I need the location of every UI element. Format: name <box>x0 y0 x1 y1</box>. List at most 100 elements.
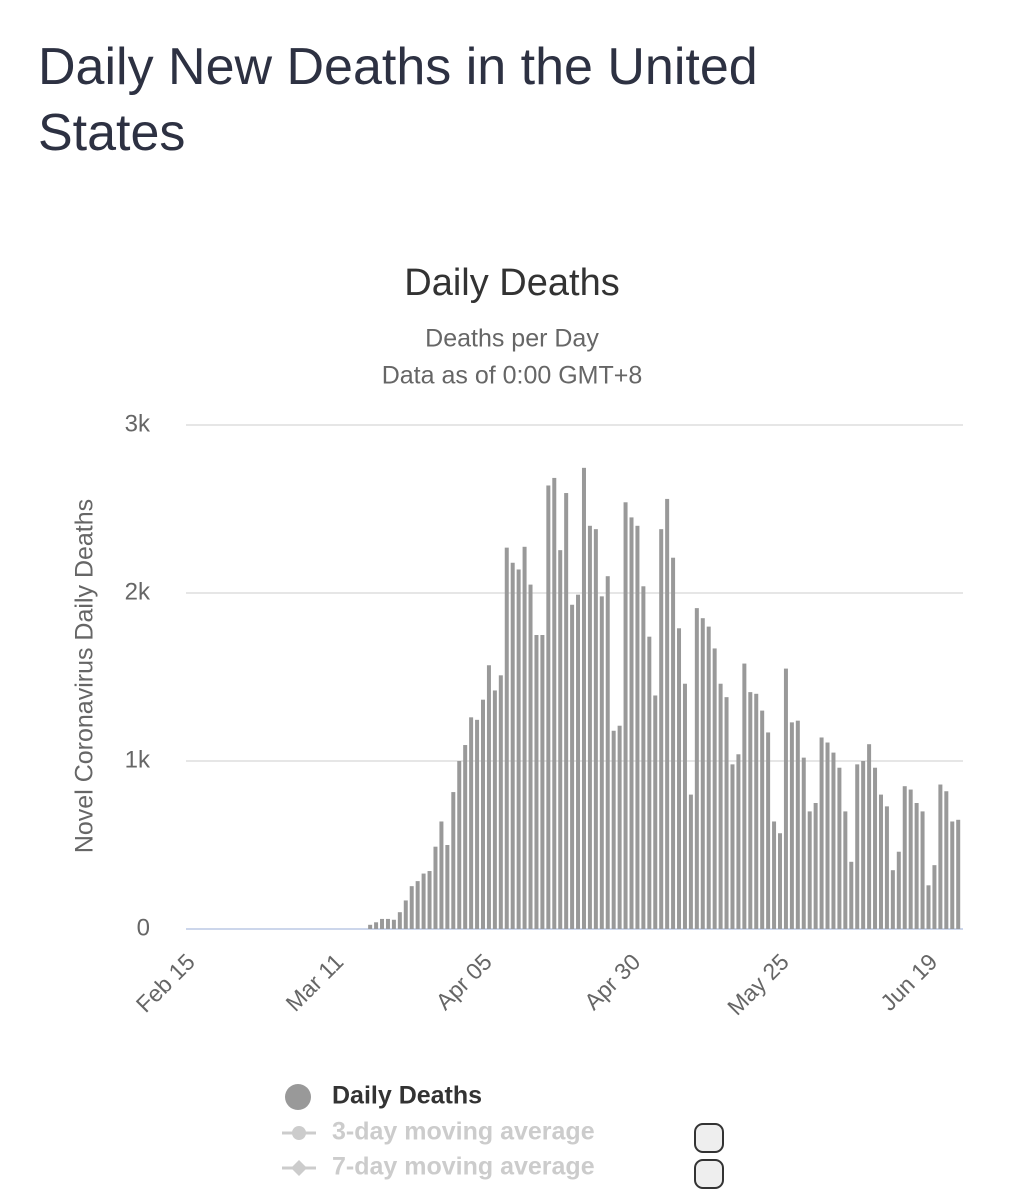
bar <box>825 742 830 929</box>
bar <box>439 821 444 929</box>
bar <box>932 865 937 929</box>
chart-title: Daily Deaths <box>404 262 619 304</box>
chart-subtitle: Deaths per Day <box>425 325 599 353</box>
y-tick-label: 2k <box>125 578 151 605</box>
bar <box>659 529 664 929</box>
bar <box>950 821 955 929</box>
y-tick-label: 3k <box>125 410 151 437</box>
bar <box>623 502 628 929</box>
x-tick: May 25 <box>722 948 794 1020</box>
bar <box>397 912 402 929</box>
legend-label: Daily Deaths <box>332 1082 482 1110</box>
bar <box>641 586 646 929</box>
checkbox[interactable] <box>694 1159 724 1189</box>
bar <box>760 710 765 929</box>
bar <box>748 692 753 929</box>
bar <box>427 871 432 929</box>
bar <box>486 665 491 929</box>
bar <box>867 744 872 929</box>
checkbox[interactable] <box>694 1123 724 1153</box>
bar <box>576 594 581 929</box>
bar <box>516 569 521 929</box>
bar <box>849 861 854 929</box>
bar <box>599 596 604 929</box>
bar <box>391 919 396 929</box>
bar <box>926 885 931 929</box>
bar <box>463 745 468 929</box>
x-tick-label: Apr 30 <box>579 948 645 1014</box>
bar <box>878 794 883 929</box>
bar <box>736 754 741 929</box>
bar <box>451 792 456 929</box>
bar <box>552 477 557 929</box>
bar <box>546 485 551 929</box>
bar <box>492 690 497 929</box>
bar <box>861 761 866 929</box>
bar <box>944 791 949 929</box>
x-tick: Apr 05 <box>431 948 497 1014</box>
bar <box>789 722 794 929</box>
legend-label[interactable]: 7-day moving average <box>332 1153 595 1181</box>
x-tick-label: Apr 05 <box>431 948 497 1014</box>
bar <box>890 870 895 929</box>
bar <box>742 663 747 929</box>
bar <box>783 668 788 929</box>
bar <box>712 648 717 929</box>
bar <box>688 794 693 929</box>
bar <box>564 493 569 929</box>
bar <box>956 819 961 929</box>
bar <box>433 846 438 929</box>
bar <box>504 547 509 929</box>
bar <box>778 833 782 929</box>
bar <box>795 720 800 929</box>
bar <box>570 604 575 929</box>
x-tick: Mar 11 <box>281 948 349 1016</box>
bar <box>653 695 658 929</box>
bar <box>831 752 836 929</box>
bar <box>368 924 373 929</box>
legend-label[interactable]: 3-day moving average <box>332 1118 595 1146</box>
bar <box>605 576 610 929</box>
bar <box>522 546 527 929</box>
y-tick-label: 1k <box>125 746 151 773</box>
bar <box>528 584 533 929</box>
bar <box>772 821 777 929</box>
bar <box>475 719 480 929</box>
bar <box>481 699 485 929</box>
page-title: Daily New Deaths in the United States <box>38 38 758 162</box>
x-tick: Feb 15 <box>131 948 200 1017</box>
bar <box>837 767 842 929</box>
x-tick-label: Mar 11 <box>281 948 349 1016</box>
x-tick: Jun 19 <box>875 948 942 1015</box>
bar <box>380 918 385 929</box>
bar <box>558 550 563 929</box>
bar <box>469 717 474 929</box>
bar <box>724 697 729 929</box>
legend-symbol <box>291 1160 307 1176</box>
bar <box>498 675 503 929</box>
x-tick-label: Jun 19 <box>875 948 942 1015</box>
bar <box>766 732 771 929</box>
bar <box>682 683 687 929</box>
bar <box>908 789 913 929</box>
legend-symbol <box>292 1126 306 1140</box>
bar <box>902 786 907 929</box>
bar <box>807 811 812 929</box>
x-tick-label: Feb 15 <box>131 948 200 1017</box>
bar <box>581 467 586 929</box>
bar <box>700 618 705 929</box>
bar <box>409 886 414 929</box>
x-tick: Apr 30 <box>579 948 645 1014</box>
bar <box>873 767 878 929</box>
bar <box>855 764 860 929</box>
bar <box>801 757 806 929</box>
bar <box>510 562 515 929</box>
bar <box>718 683 723 929</box>
bar <box>671 557 676 929</box>
bar <box>813 803 818 929</box>
bar <box>665 498 670 929</box>
bar <box>374 922 379 929</box>
bar <box>914 803 919 929</box>
